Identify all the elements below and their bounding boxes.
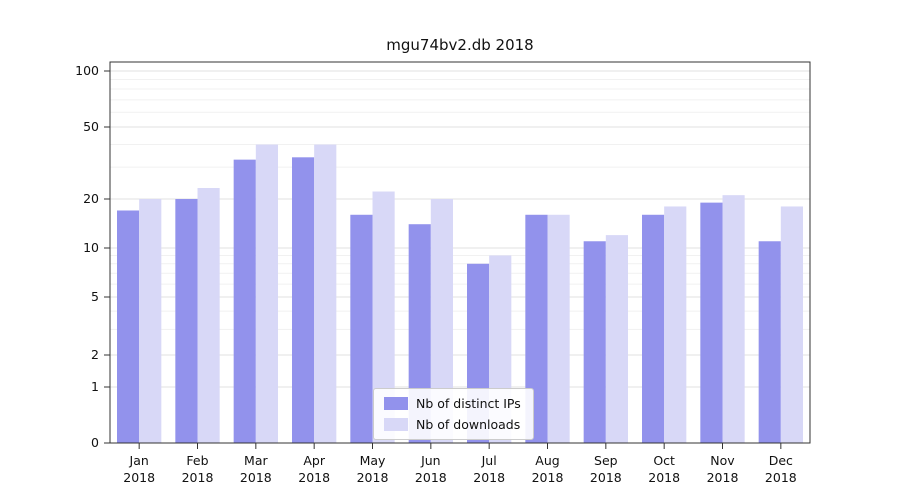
legend: Nb of distinct IPs Nb of downloads: [373, 388, 534, 440]
chart-title: mgu74bv2.db 2018: [386, 36, 534, 54]
bar: [175, 199, 198, 443]
x-tick-label-year: 2018: [648, 470, 680, 485]
bar: [547, 214, 570, 443]
x-tick-label-year: 2018: [765, 470, 797, 485]
x-tick-label-year: 2018: [357, 470, 389, 485]
bar: [350, 214, 373, 443]
x-tick-label-year: 2018: [473, 470, 505, 485]
legend-label-downloads: Nb of downloads: [416, 417, 521, 432]
y-tick-label: 10: [83, 240, 99, 255]
x-tick-label-month: Mar: [244, 453, 268, 468]
bar: [605, 235, 628, 443]
y-tick-label: 5: [91, 289, 99, 304]
x-tick-label-month: Jul: [481, 453, 497, 468]
x-tick-label-month: Jan: [129, 453, 149, 468]
bar: [758, 241, 781, 443]
x-tick-label-year: 2018: [123, 470, 155, 485]
y-tick-label: 2: [91, 347, 99, 362]
x-tick-label-month: Dec: [769, 453, 793, 468]
x-tick-label-month: Jun: [420, 453, 441, 468]
x-tick-label-month: Aug: [535, 453, 559, 468]
bar: [642, 214, 665, 443]
legend-item-downloads: Nb of downloads: [384, 417, 521, 432]
y-tick-label: 100: [75, 63, 99, 78]
y-tick-label: 20: [83, 191, 99, 206]
bar: [139, 199, 162, 443]
x-tick-label-month: Feb: [186, 453, 208, 468]
bar: [372, 191, 395, 443]
bar: [255, 144, 278, 443]
bar: [117, 210, 140, 443]
bar: [700, 202, 723, 443]
x-tick-label-year: 2018: [415, 470, 447, 485]
legend-swatch-distinct-ips: [384, 397, 408, 410]
bar: [525, 214, 548, 443]
x-tick-label-year: 2018: [532, 470, 564, 485]
legend-label-distinct-ips: Nb of distinct IPs: [416, 396, 521, 411]
bar: [780, 206, 803, 443]
y-tick-label: 50: [83, 119, 99, 134]
x-tick-label-month: Sep: [594, 453, 618, 468]
y-tick-label: 0: [91, 435, 99, 450]
x-tick-label-year: 2018: [182, 470, 214, 485]
x-tick-label-month: Oct: [653, 453, 675, 468]
bar: [583, 241, 606, 443]
x-tick-label-month: Nov: [710, 453, 735, 468]
bar: [664, 206, 687, 443]
x-tick-label-month: Apr: [303, 453, 325, 468]
bar: [314, 144, 337, 443]
x-tick-label-year: 2018: [707, 470, 739, 485]
bar: [722, 195, 745, 443]
x-tick-label-year: 2018: [590, 470, 622, 485]
bar: [197, 188, 220, 443]
x-tick-label-month: May: [360, 453, 386, 468]
bar: [292, 157, 315, 444]
legend-item-distinct-ips: Nb of distinct IPs: [384, 396, 521, 411]
x-tick-label-year: 2018: [240, 470, 272, 485]
x-tick-label-year: 2018: [298, 470, 330, 485]
bar: [233, 159, 256, 443]
bar: [430, 199, 453, 443]
legend-swatch-downloads: [384, 418, 408, 431]
plot-border: [109, 61, 811, 444]
y-tick-label: 1: [91, 379, 99, 394]
